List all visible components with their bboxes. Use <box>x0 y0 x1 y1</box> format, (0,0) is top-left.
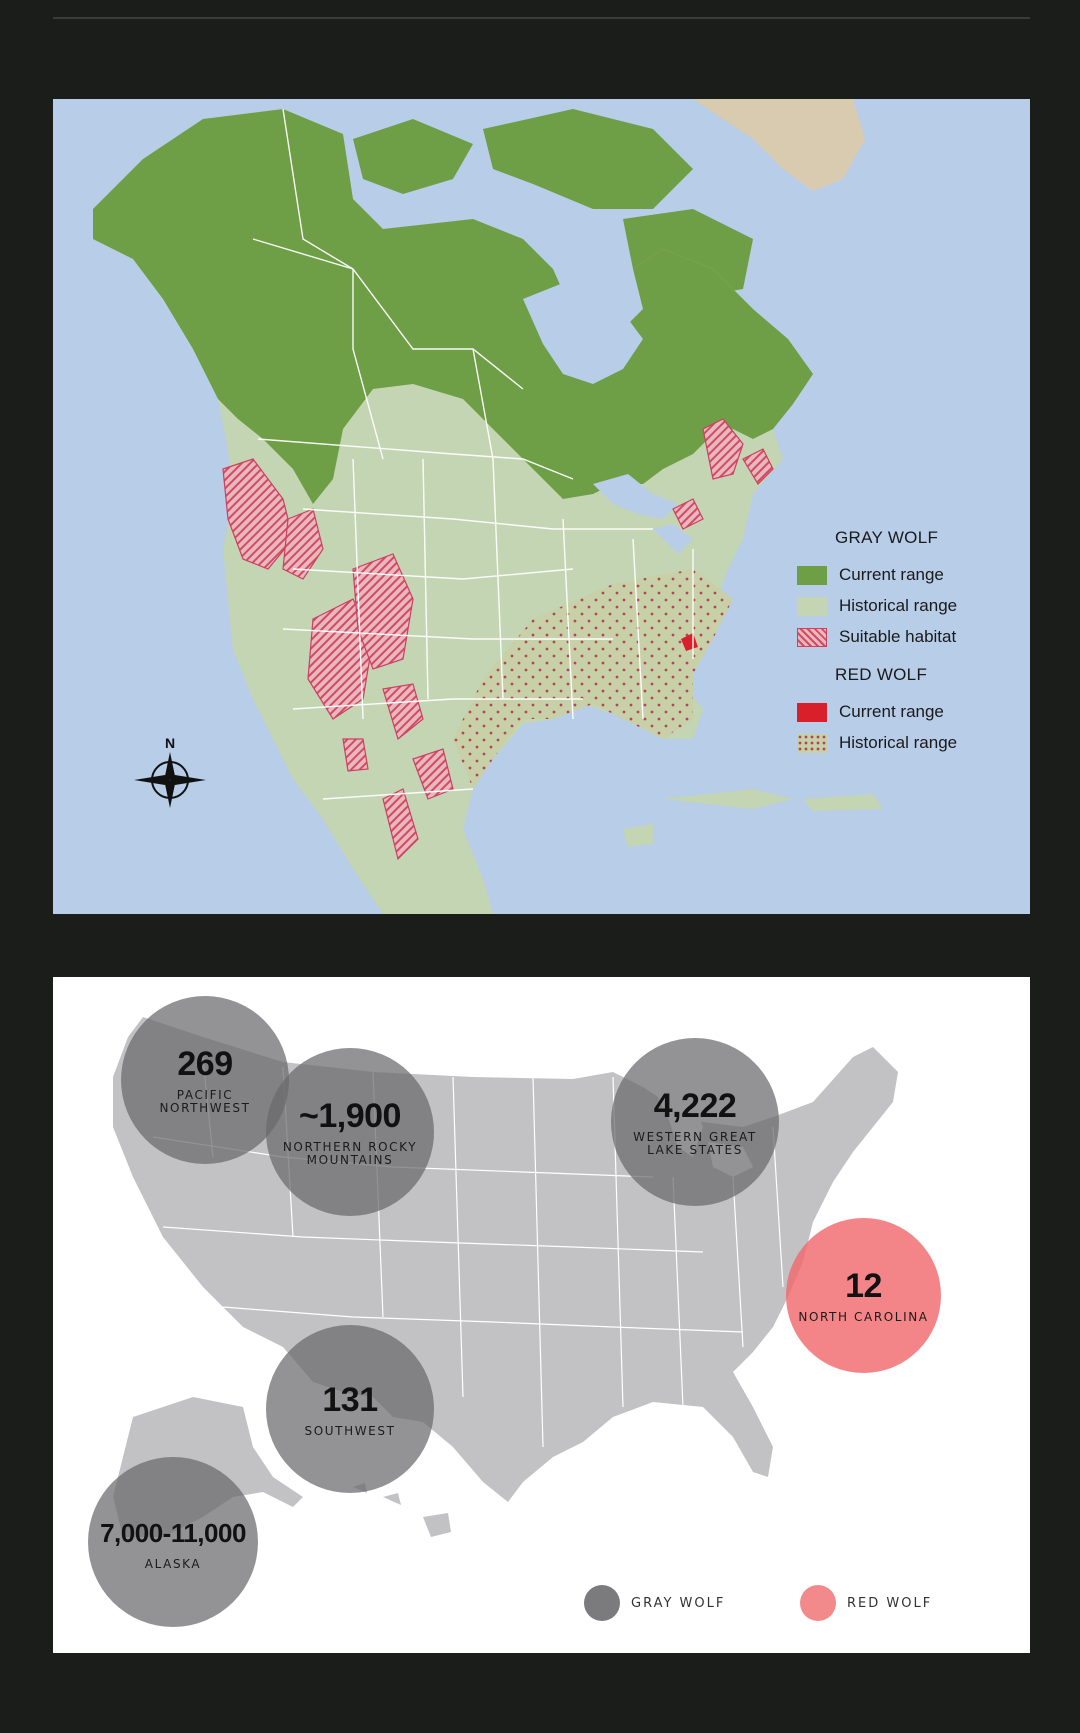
legend-item-red-current: Current range <box>797 696 1017 727</box>
wolf-population-map: 269 PACIFIC NORTHWEST ~1,900 NORTHERN RO… <box>53 977 1030 1653</box>
red-hatched-swatch <box>797 628 827 647</box>
region-bubble-pacific-northwest: 269 PACIFIC NORTHWEST <box>121 996 289 1164</box>
red-wolf-historical-range <box>453 569 733 789</box>
solid-red-swatch <box>797 703 827 722</box>
arctic-islands <box>353 109 753 299</box>
legend-item-gray-suitable: Suitable habitat <box>797 621 1017 652</box>
region-bubble-western-great-lake-states: 4,222 WESTERN GREAT LAKE STATES <box>611 1038 779 1206</box>
compass-rose-icon: N <box>134 735 206 808</box>
red-wolf-dot-icon <box>800 1585 836 1621</box>
region-bubble-southwest: 131 SOUTHWEST <box>266 1325 434 1493</box>
hudson-bay <box>523 279 643 384</box>
hawaii-islands <box>353 1483 451 1537</box>
range-map-graphic: N <box>93 99 883 914</box>
greenland-landmass <box>693 99 865 191</box>
political-borders <box>252 108 694 800</box>
wolf-range-map: N GRAY WOLF Current range Historical ran… <box>53 99 1030 914</box>
dotted-swatch <box>797 734 827 753</box>
legend-item-red-historical: Historical range <box>797 727 1017 758</box>
gray-wolf-dot-icon <box>584 1585 620 1621</box>
pale-green-swatch <box>797 597 827 616</box>
compass-north-label: N <box>165 735 175 751</box>
legend-heading-gray-wolf: GRAY WOLF <box>835 528 939 547</box>
region-bubble-north-carolina: 12 NORTH CAROLINA <box>786 1218 941 1373</box>
range-legend: GRAY WOLF Current range Historical range… <box>797 527 1017 758</box>
legend-heading-red-wolf: RED WOLF <box>835 665 928 684</box>
region-bubble-northern-rocky-mountains: ~1,900 NORTHERN ROCKY MOUNTAINS <box>266 1048 434 1216</box>
caribbean-islands <box>623 789 883 847</box>
region-bubble-alaska: 7,000-11,000 ALASKA <box>88 1457 258 1627</box>
legend-gray-wolf: GRAY WOLF <box>584 1585 725 1621</box>
legend-item-gray-historical: Historical range <box>797 590 1017 621</box>
gray-wolf-current-range <box>93 109 813 504</box>
legend-red-wolf: RED WOLF <box>800 1585 932 1621</box>
top-divider <box>53 17 1030 19</box>
solid-green-swatch <box>797 566 827 585</box>
great-lakes <box>593 474 693 554</box>
legend-item-gray-current: Current range <box>797 559 1017 590</box>
suitable-habitat-patches <box>222 418 774 861</box>
red-wolf-current-range <box>681 633 698 651</box>
